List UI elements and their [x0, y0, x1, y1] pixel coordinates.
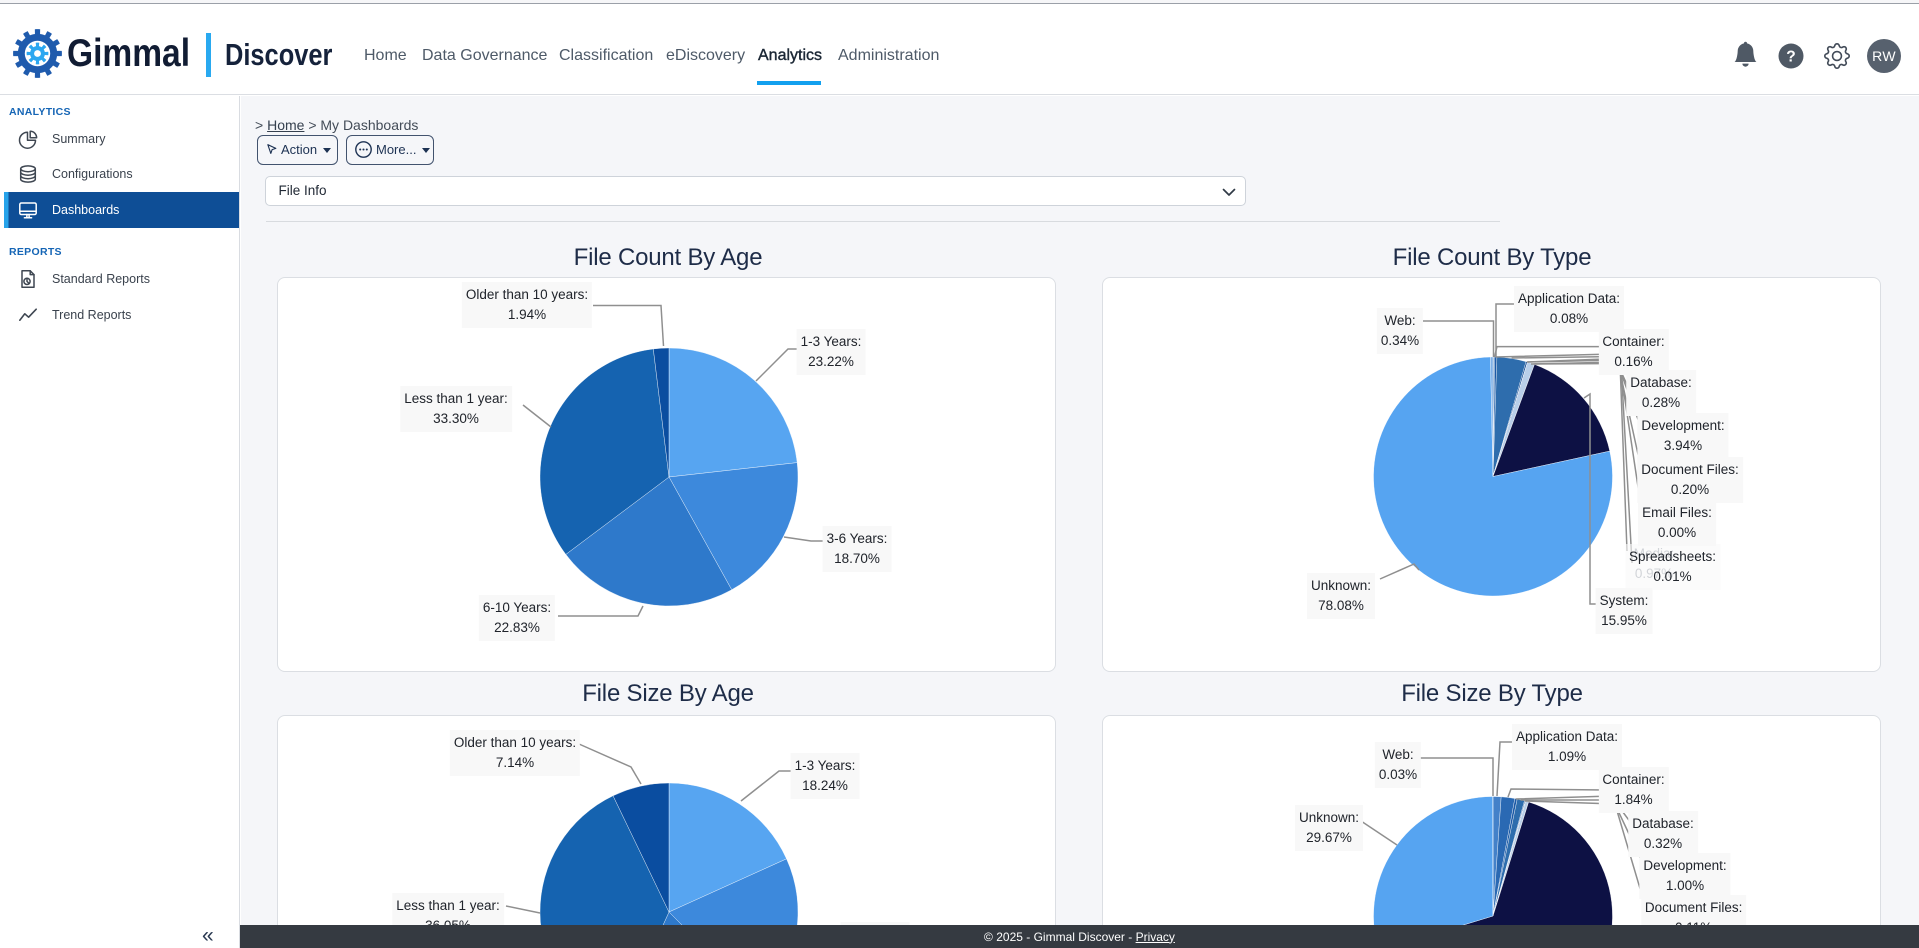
svg-text:?: ? — [1786, 48, 1795, 65]
